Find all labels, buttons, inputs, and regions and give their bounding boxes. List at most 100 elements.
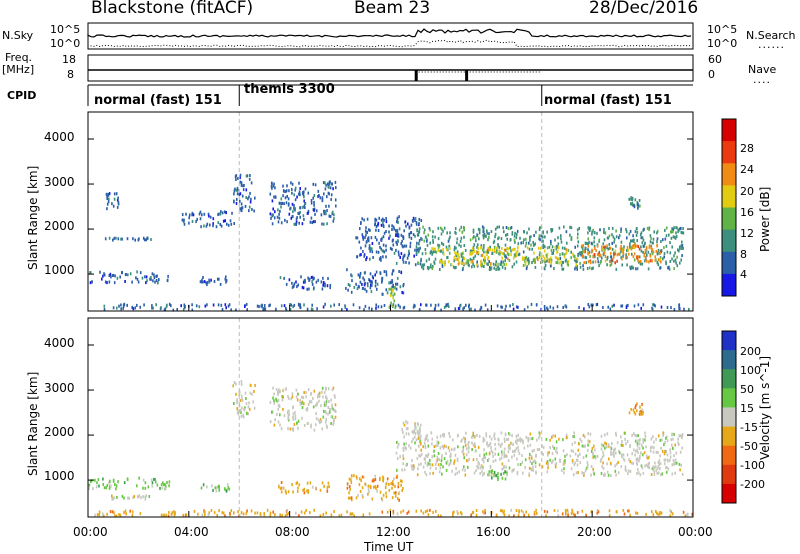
- range-gate-cell: [317, 189, 320, 193]
- range-gate-cell: [636, 409, 638, 413]
- range-gate-cell: [155, 303, 157, 307]
- range-gate-cell: [503, 230, 505, 234]
- range-gate-cell: [92, 487, 94, 491]
- range-gate-cell: [663, 252, 666, 256]
- range-gate-cell: [529, 459, 532, 463]
- range-gate-cell: [642, 250, 644, 254]
- range-gate-cell: [671, 472, 674, 476]
- range-gate-cell: [562, 306, 564, 309]
- range-gate-cell: [630, 407, 632, 411]
- range-gate-cell: [128, 496, 131, 500]
- range-gate-cell: [405, 420, 407, 424]
- range-gate-cell: [331, 415, 334, 419]
- range-gate-cell: [660, 305, 663, 309]
- range-gate-cell: [460, 512, 463, 516]
- range-gate-cell: [575, 258, 577, 262]
- range-gate-cell: [511, 248, 514, 252]
- range-gate-cell: [346, 510, 348, 514]
- range-gate-cell: [350, 478, 352, 482]
- range-gate-cell: [230, 222, 233, 226]
- colorbar-frame: [721, 118, 737, 297]
- range-gate-cell: [165, 485, 167, 489]
- range-gate-cell: [546, 306, 548, 310]
- range-gate-cell: [362, 475, 365, 479]
- range-gate-cell: [487, 250, 490, 254]
- range-gate-cell: [471, 448, 473, 451]
- scatter-region: [345, 268, 405, 296]
- range-gate-cell: [420, 423, 422, 427]
- range-gate-cell: [614, 261, 616, 265]
- range-gate-cell: [438, 470, 441, 474]
- range-gate-cell: [655, 468, 658, 472]
- range-gate-cell: [440, 308, 442, 312]
- range-gate-cell: [291, 392, 294, 396]
- range-gate-cell: [423, 263, 426, 267]
- range-gate-cell: [146, 236, 148, 240]
- range-gate-cell: [585, 454, 588, 458]
- range-gate-cell: [311, 485, 314, 489]
- range-gate-cell: [487, 256, 490, 259]
- range-gate-cell: [191, 308, 194, 312]
- range-gate-cell: [461, 438, 463, 442]
- range-gate-cell: [641, 262, 643, 266]
- range-gate-cell: [530, 302, 533, 306]
- range-gate-cell: [434, 303, 437, 307]
- range-gate-cell: [150, 277, 152, 281]
- range-gate-cell: [291, 202, 294, 206]
- range-gate-cell: [482, 246, 485, 250]
- range-gate-cell: [401, 239, 403, 243]
- range-gate-cell: [369, 249, 371, 253]
- range-gate-cell: [519, 463, 522, 466]
- range-gate-cell: [572, 254, 575, 258]
- range-gate-cell: [615, 462, 618, 466]
- range-gate-cell: [512, 307, 515, 311]
- range-gate-cell: [429, 463, 432, 466]
- range-gate-cell: [443, 457, 446, 461]
- range-gate-cell: [370, 284, 372, 288]
- range-gate-cell: [411, 459, 413, 462]
- range-gate-cell: [561, 246, 564, 250]
- range-gate-cell: [297, 486, 299, 490]
- range-gate-cell: [503, 447, 506, 451]
- range-gate-cell: [634, 453, 636, 457]
- range-gate-cell: [389, 508, 392, 512]
- range-gate-cell: [544, 307, 546, 311]
- range-gate-cell: [431, 251, 434, 255]
- range-gate-cell: [418, 454, 420, 458]
- range-gate-cell: [407, 253, 410, 257]
- range-gate-cell: [529, 443, 532, 447]
- range-gate-cell: [464, 261, 467, 265]
- range-gate-cell: [521, 460, 524, 464]
- range-gate-cell: [280, 205, 282, 209]
- range-gate-cell: [453, 248, 456, 252]
- range-gate-cell: [235, 178, 237, 181]
- range-gate-cell: [489, 435, 491, 439]
- range-gate-cell: [111, 494, 113, 498]
- range-gate-cell: [552, 445, 554, 449]
- range-gate-cell: [454, 307, 457, 311]
- range-gate-cell: [88, 483, 91, 487]
- range-gate-cell: [616, 253, 619, 257]
- range-gate-cell: [303, 190, 305, 194]
- range-gate-cell: [239, 180, 242, 184]
- range-gate-cell: [675, 461, 678, 465]
- range-gate-cell: [500, 431, 503, 435]
- range-gate-cell: [615, 451, 617, 455]
- range-gate-cell: [250, 384, 252, 388]
- range-gate-cell: [610, 251, 612, 255]
- range-gate-cell: [660, 240, 662, 243]
- range-gate-cell: [606, 432, 609, 436]
- range-gate-cell: [151, 272, 154, 276]
- range-gate-cell: [330, 398, 332, 402]
- range-gate-cell: [212, 488, 214, 492]
- range-gate-cell: [299, 305, 301, 309]
- range-gate-cell: [517, 463, 519, 467]
- range-gate-cell: [322, 283, 324, 287]
- range-gate-cell: [577, 448, 580, 452]
- range-gate-cell: [391, 496, 394, 500]
- range-gate-cell: [677, 248, 679, 252]
- range-gate-cell: [542, 446, 545, 449]
- range-gate-cell: [434, 235, 436, 239]
- range-gate-cell: [673, 308, 676, 311]
- range-gate-cell: [476, 433, 478, 437]
